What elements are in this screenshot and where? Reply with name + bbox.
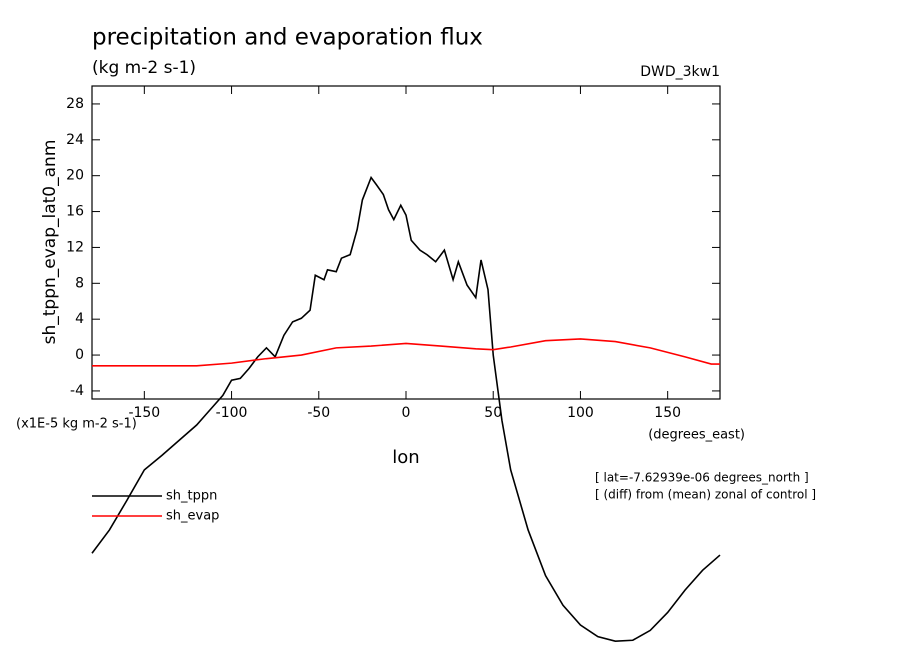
y-tick-label: 0 [75,347,84,363]
x-tick-label: 150 [654,405,681,421]
x-tick-label: 50 [484,405,502,421]
y-tick-label: 4 [75,311,84,327]
y-tick-label: 16 [66,204,84,220]
data-line [91,175,721,642]
y-tick-label: 8 [75,275,84,291]
x-tick-label: -100 [216,405,248,421]
y-tick-label: 24 [66,132,84,148]
note: [ (diff) from (mean) zonal of control ] [595,488,816,502]
legend-label: sh_tppn [166,489,217,504]
x-units: (degrees_east) [648,428,745,443]
chart-subtitle: (kg m-2 s-1) [92,58,196,78]
data-line [92,338,720,367]
x-tick-label: 0 [402,405,411,421]
y-tick-label: 12 [66,239,84,255]
x-tick-label: 100 [567,405,594,421]
y-tick-label: 28 [66,96,84,112]
plot-frame [91,85,721,400]
x-axis-label: lon [392,447,419,468]
y-units: (x1E-5 kg m-2 s-1) [16,417,137,432]
x-tick-label: -50 [307,405,330,421]
y-tick-label: -4 [70,383,84,399]
note: [ lat=-7.62939e-06 degrees_north ] [595,471,809,485]
x-tick-label: -150 [128,405,160,421]
y-axis-label: sh_tppn_evap_lat0_anm [40,140,60,345]
dataset-label: DWD_3kw1 [640,64,720,80]
chart-title: precipitation and evaporation flux [92,25,483,51]
y-tick-label: 20 [66,168,84,184]
legend-label: sh_evap [166,509,219,524]
